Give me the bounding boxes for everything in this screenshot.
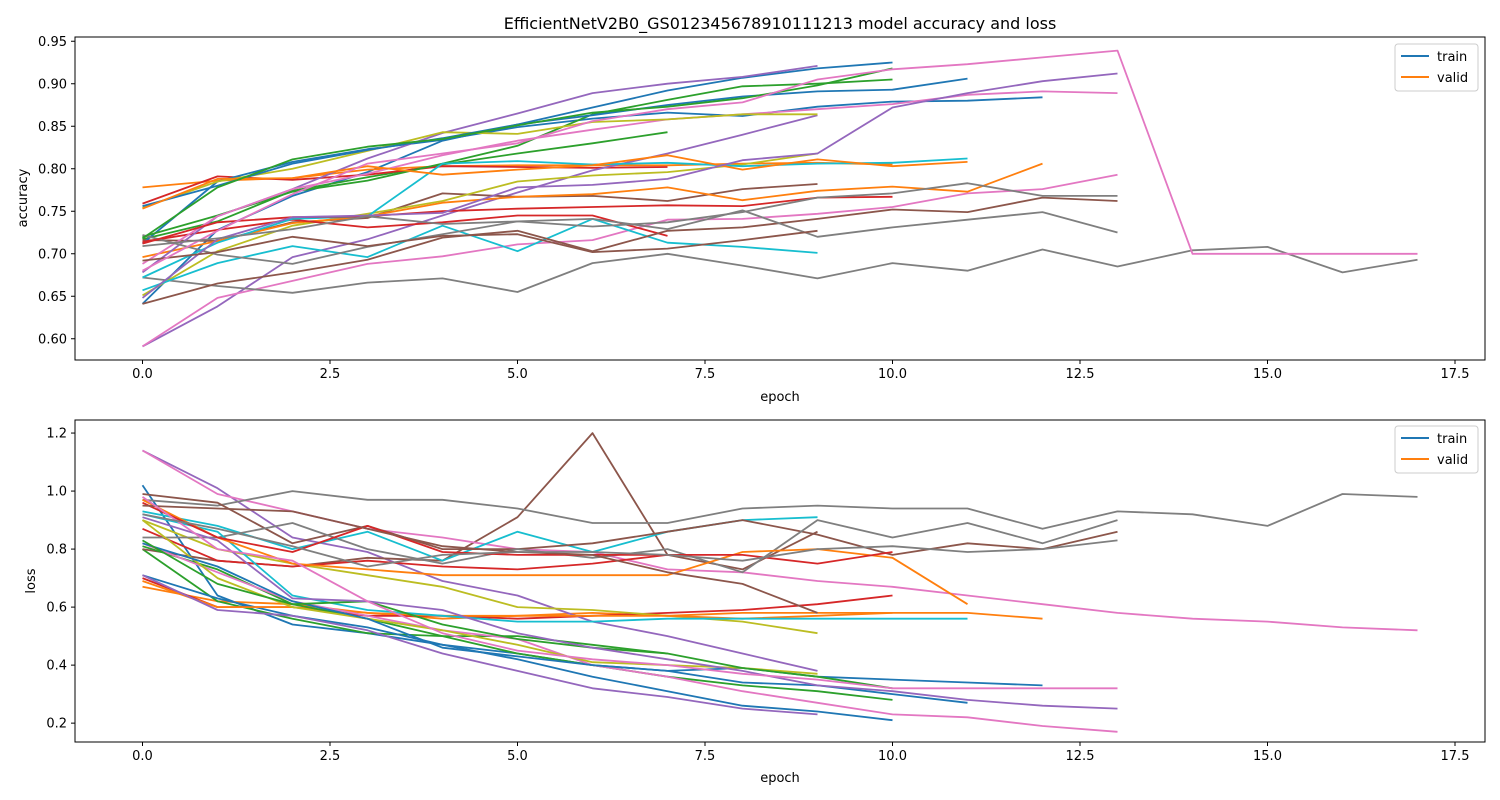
accuracy-series-line-11 (142, 162, 1043, 258)
accuracy-x-tick-label: 0.0 (132, 367, 153, 382)
loss-y-tick-label: 0.2 (46, 717, 67, 732)
accuracy-series-line-19 (142, 157, 968, 279)
accuracy-series-line-15 (142, 196, 1118, 305)
accuracy-series-line-12 (142, 78, 893, 238)
loss-y-tick-label: 0.4 (46, 659, 67, 674)
accuracy-series-line-21 (142, 154, 968, 210)
loss-series-line-23 (142, 501, 893, 565)
loss-series-line-13 (142, 527, 668, 571)
accuracy-x-tick-label: 10.0 (878, 367, 907, 382)
loss-y-tick-label: 1.2 (46, 427, 67, 442)
accuracy-y-tick-label: 0.85 (38, 120, 67, 135)
loss-x-axis-label: epoch (760, 771, 800, 786)
loss-series-line-12 (142, 545, 893, 701)
accuracy-series-line-26 (142, 49, 1418, 272)
accuracy-series-lines (141, 49, 1418, 348)
loss-series-line-22 (142, 539, 893, 690)
loss-x-tick-label: 7.5 (695, 749, 716, 764)
accuracy-x-tick-label: 7.5 (695, 367, 716, 382)
loss-y-tick-label: 1.0 (46, 485, 67, 500)
loss-x-tick-label: 0.0 (132, 749, 153, 764)
accuracy-plot-frame (74, 36, 1486, 361)
loss-legend-valid-label: valid (1437, 453, 1468, 468)
accuracy-y-tick-label: 0.95 (38, 35, 67, 50)
accuracy-series-line-4 (142, 114, 818, 348)
loss-x-tick-label: 12.5 (1066, 749, 1095, 764)
accuracy-legend-valid-label: valid (1437, 71, 1468, 86)
loss-legend: train valid (1394, 425, 1479, 474)
accuracy-x-axis-label: epoch (760, 390, 800, 405)
accuracy-x-tick-label: 2.5 (320, 367, 341, 382)
accuracy-series-line-10 (141, 96, 1043, 245)
accuracy-x-tick-label: 5.0 (507, 367, 528, 382)
loss-plot: epoch loss 0.0 2.5 5.0 7.5 10.0 12.5 15.0 17.50… (24, 419, 1486, 786)
accuracy-series-line-27 (142, 182, 1118, 247)
figure-title: EfficientNetV2B0_GS012345678910111213 mo… (504, 14, 1057, 34)
loss-y-tick-label: 0.6 (46, 601, 67, 616)
accuracy-series-line-7 (142, 245, 1418, 294)
loss-plot-frame (74, 419, 1486, 743)
loss-y-axis-label: loss (24, 568, 39, 593)
loss-series-line-27 (142, 513, 1118, 568)
accuracy-y-tick-label: 0.90 (38, 77, 67, 92)
accuracy-y-tick-label: 0.75 (38, 205, 67, 220)
loss-y-tick-label: 0.8 (46, 543, 67, 558)
accuracy-series-line-25 (142, 229, 818, 262)
accuracy-series-line-8 (142, 152, 818, 297)
accuracy-series-line-24 (141, 72, 1118, 299)
loss-series-line-4 (142, 449, 818, 672)
loss-series-line-14 (142, 574, 818, 716)
accuracy-plot: epoch accuracy 0.0 2.5 5.0 7.5 10.0 12.5 15.0 1… (16, 35, 1486, 405)
accuracy-x-tick-label: 17.5 (1441, 367, 1470, 382)
loss-series-line-2 (141, 548, 668, 655)
accuracy-series-line-23 (142, 195, 893, 245)
accuracy-legend-train-label: train (1437, 50, 1467, 65)
accuracy-y-tick-label: 0.70 (38, 247, 67, 262)
loss-series-line-24 (142, 516, 1118, 710)
loss-series-line-0 (141, 484, 893, 722)
accuracy-x-tick-label: 12.5 (1066, 367, 1095, 382)
accuracy-legend: train valid (1394, 43, 1479, 92)
loss-legend-train-label: train (1437, 432, 1467, 447)
loss-series-line-25 (142, 504, 818, 614)
loss-series-line-7 (142, 490, 1418, 530)
loss-series-line-26 (141, 496, 1118, 690)
loss-x-tick-label: 10.0 (878, 749, 907, 764)
accuracy-y-tick-label: 0.60 (38, 332, 67, 347)
accuracy-x-tick-label: 15.0 (1253, 367, 1282, 382)
accuracy-axis-ticks: 0.0 2.5 5.0 7.5 10.0 12.5 15.0 17.5 0.60 0.65 0.70… (38, 35, 1469, 382)
loss-series-lines (141, 432, 1418, 733)
loss-x-tick-label: 15.0 (1253, 749, 1282, 764)
loss-series-line-18 (141, 519, 818, 675)
accuracy-y-tick-label: 0.80 (38, 162, 67, 177)
loss-x-tick-label: 17.5 (1441, 749, 1470, 764)
loss-axis-ticks: 0.0 2.5 5.0 7.5 10.0 12.5 15.0 17.5 0.2 0.4 0.6 0.8… (46, 427, 1469, 764)
loss-series-line-19 (142, 513, 968, 623)
accuracy-series-line-13 (142, 214, 668, 243)
accuracy-y-tick-label: 0.65 (38, 290, 67, 305)
accuracy-y-axis-label: accuracy (16, 168, 31, 227)
loss-x-tick-label: 5.0 (507, 749, 528, 764)
loss-x-tick-label: 2.5 (320, 749, 341, 764)
loss-series-line-15 (142, 493, 1118, 556)
